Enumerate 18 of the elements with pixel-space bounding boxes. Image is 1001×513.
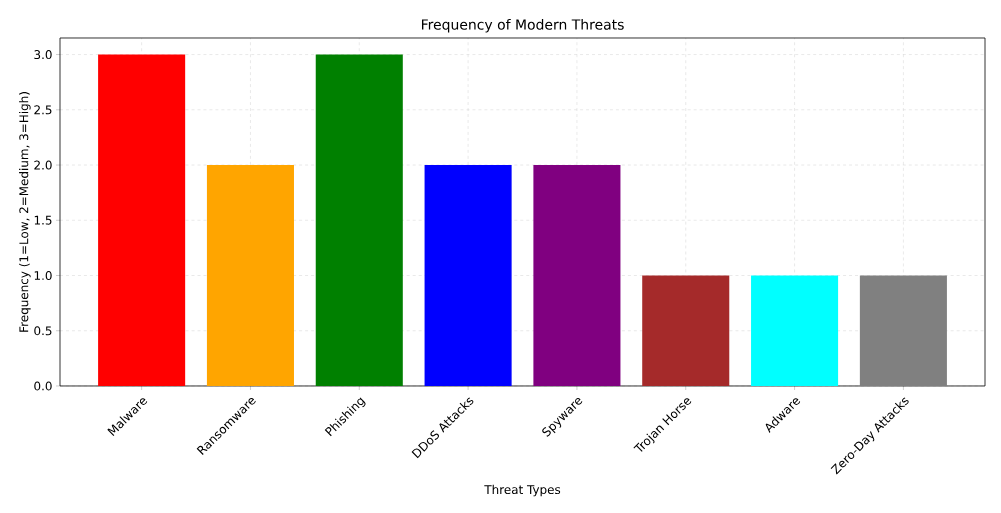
y-tick-label: 2.0: [34, 160, 52, 170]
y-tick-label: 1.0: [34, 270, 52, 281]
bar: [751, 275, 839, 386]
y-tick-label: 0.0: [34, 381, 52, 391]
y-tick-label: 2.5: [34, 105, 52, 115]
bar: [98, 54, 186, 386]
y-tick-label: 0.5: [34, 326, 52, 336]
y-tick-label: 1.5: [34, 215, 52, 225]
chart-title: Frequency of Modern Threats: [421, 18, 624, 33]
y-axis-title: Frequency (1=Low, 2=Medium, 3=High): [19, 92, 31, 332]
bar: [533, 165, 621, 386]
bar: [424, 165, 512, 386]
bar: [859, 275, 947, 386]
y-tick-label: 3.0: [34, 50, 52, 60]
bar: [315, 54, 403, 386]
bar: [206, 165, 294, 386]
bar: [642, 275, 730, 386]
x-axis-title: Threat Types: [484, 484, 561, 497]
